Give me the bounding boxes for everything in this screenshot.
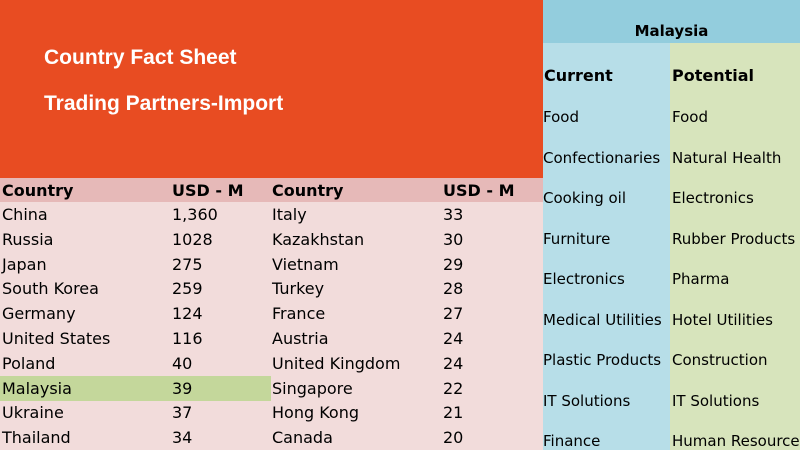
import-value: 116 — [172, 329, 203, 348]
current-sector-item: Cooking oil — [543, 189, 626, 207]
import-value: 29 — [443, 254, 464, 274]
import-value: 259 — [172, 279, 203, 299]
potential-sector-item: IT Solutions — [672, 391, 760, 410]
import-value: 21 — [443, 403, 464, 423]
country-name: Austria — [272, 329, 329, 348]
country-name: South Korea — [2, 279, 99, 299]
current-sector-item: Food — [543, 108, 579, 126]
highlighted-row — [0, 375, 271, 401]
potential-sector-item: Electronics — [672, 189, 754, 207]
import-value: 28 — [443, 279, 464, 299]
potential-sector-item: Human Resource — [672, 432, 800, 450]
country-name: China — [2, 205, 48, 224]
import-value: 24 — [443, 353, 464, 373]
col-header-country-2: Country — [272, 181, 344, 200]
country-name: Malaysia — [2, 378, 72, 398]
current-sector-item: Medical Utilities — [543, 310, 662, 329]
import-value: 124 — [172, 304, 203, 324]
malaysia-panel-title: Malaysia — [543, 0, 800, 43]
import-value: 39 — [172, 378, 193, 398]
import-value: 24 — [443, 329, 464, 348]
panel-title-text: Malaysia — [634, 22, 709, 40]
country-name: Hong Kong — [272, 403, 359, 423]
potential-header: Potential — [672, 66, 755, 85]
import-value: 40 — [172, 353, 193, 373]
import-value: 30 — [443, 229, 464, 249]
potential-sector-item: Food — [672, 108, 708, 126]
current-header: Current — [544, 66, 613, 85]
country-name: Germany — [2, 304, 76, 324]
potential-sector-item: Rubber Products — [672, 229, 796, 248]
trading-partners-table: Country USD - M Country USD - M China 1,3… — [0, 178, 543, 450]
import-value: 33 — [443, 205, 464, 224]
potential-sector-item: Construction — [672, 351, 768, 369]
country-name: Ukraine — [2, 403, 64, 423]
table-header-row — [0, 178, 543, 202]
country-name: France — [272, 304, 326, 324]
current-sector-item: Furniture — [543, 229, 611, 248]
country-name: Russia — [2, 229, 54, 249]
current-sector-item: Plastic Products — [543, 351, 662, 369]
col-header-usd-1: USD - M — [172, 181, 244, 200]
import-value: 275 — [172, 254, 203, 274]
country-name: United Kingdom — [272, 353, 401, 373]
col-header-country-1: Country — [2, 181, 74, 200]
country-name: Japan — [2, 254, 47, 274]
country-name: Poland — [2, 353, 56, 373]
potential-sector-item: Natural Health — [672, 148, 782, 167]
page-title: Country Fact Sheet — [44, 46, 237, 69]
import-value: 1,360 — [172, 205, 218, 224]
country-name: Kazakhstan — [272, 229, 365, 249]
country-name: Singapore — [272, 378, 353, 398]
import-value: 22 — [443, 378, 464, 398]
country-name: Thailand — [2, 428, 71, 448]
current-sector-item: IT Solutions — [543, 391, 631, 410]
import-value: 34 — [172, 428, 193, 448]
potential-column — [670, 43, 800, 450]
potential-sector-item: Pharma — [672, 270, 730, 288]
import-value: 1028 — [172, 229, 213, 249]
col-header-usd-2: USD - M — [443, 181, 515, 200]
country-name: Italy — [272, 205, 307, 224]
country-name: Canada — [272, 428, 333, 448]
current-sector-item: Electronics — [543, 270, 625, 288]
import-value: 27 — [443, 304, 464, 324]
import-value: 20 — [443, 428, 464, 448]
current-sector-item: Finance — [543, 432, 601, 450]
current-column — [543, 43, 670, 450]
country-name: Vietnam — [272, 254, 339, 274]
current-sector-item: Confectionaries — [543, 148, 661, 167]
import-value: 37 — [172, 403, 193, 423]
title-banner: Country Fact Sheet Trading Partners-Impo… — [0, 0, 543, 178]
country-name: United States — [2, 329, 111, 348]
page-subtitle: Trading Partners-Import — [44, 92, 284, 115]
potential-sector-item: Hotel Utilities — [672, 310, 773, 329]
country-name: Turkey — [272, 279, 325, 299]
